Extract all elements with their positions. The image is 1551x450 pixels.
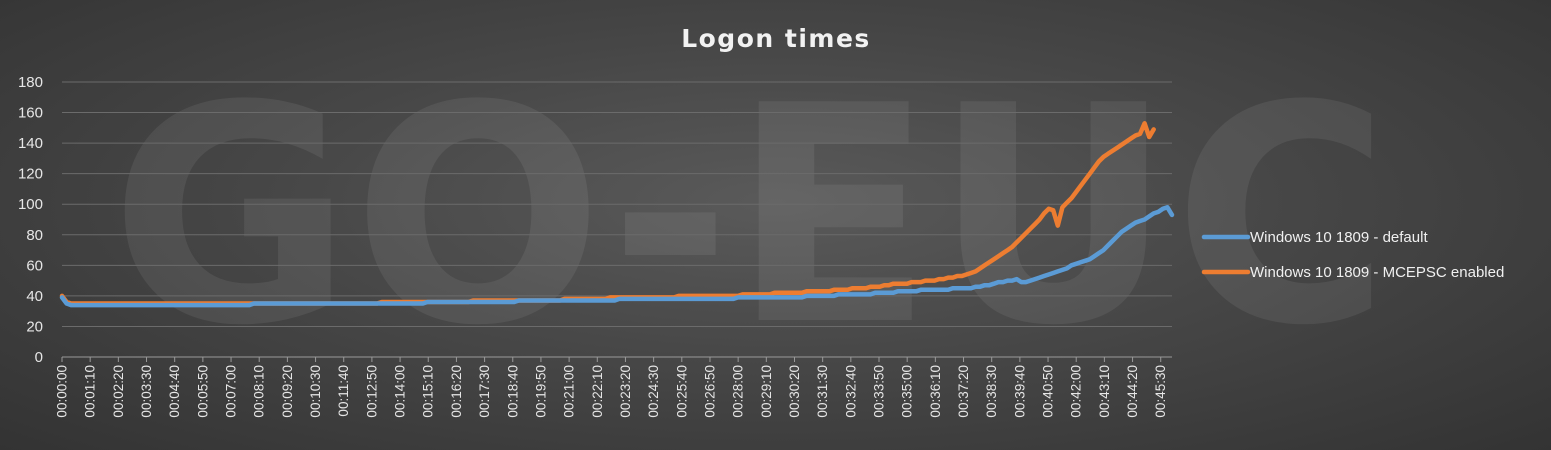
x-tick-label: 00:37:20 <box>956 365 971 418</box>
x-tick-label: 00:15:10 <box>421 365 436 418</box>
x-tick-label: 00:05:50 <box>195 365 210 418</box>
x-tick-label: 00:01:10 <box>83 365 98 418</box>
y-tick-label: 100 <box>18 196 43 213</box>
x-tick-label: 00:26:50 <box>702 365 717 418</box>
x-tick-label: 00:17:30 <box>477 365 492 418</box>
y-tick-label: 40 <box>26 288 43 305</box>
x-tick-label: 00:32:40 <box>843 365 858 418</box>
y-tick-label: 140 <box>18 135 43 152</box>
x-tick-label: 00:33:50 <box>872 365 887 418</box>
x-tick-label: 00:14:00 <box>393 365 408 418</box>
x-tick-label: 00:19:50 <box>533 365 548 418</box>
x-tick-label: 00:43:10 <box>1097 365 1112 418</box>
legend-label-1: Windows 10 1809 - MCEPSC enabled <box>1250 264 1504 281</box>
x-tick-label: 00:35:00 <box>900 365 915 418</box>
x-tick-label: 00:03:30 <box>139 365 154 418</box>
x-tick-label: 00:07:00 <box>224 365 239 418</box>
x-tick-label: 00:08:10 <box>252 365 267 418</box>
y-tick-label: 160 <box>18 105 43 122</box>
y-tick-label: 0 <box>35 349 43 366</box>
x-tick-label: 00:02:20 <box>111 365 126 418</box>
gridlines <box>62 81 1172 358</box>
x-tick-label: 00:44:20 <box>1125 365 1140 418</box>
x-tick-label: 00:10:30 <box>308 365 323 418</box>
x-tick-label: 00:42:00 <box>1069 365 1084 418</box>
x-tick-label: 00:36:10 <box>928 365 943 418</box>
x-tick-label: 00:39:40 <box>1012 365 1027 418</box>
y-tick-label: 180 <box>18 74 43 91</box>
x-tick-label: 00:21:00 <box>562 365 577 418</box>
legend-label-0: Windows 10 1809 - default <box>1250 229 1428 246</box>
chart-title: Logon times <box>681 24 871 53</box>
y-tick-label: 80 <box>26 227 43 244</box>
y-axis: 0 20 40 60 80 100 120 140 160 180 <box>18 74 43 366</box>
y-tick-label: 120 <box>18 166 43 183</box>
x-tick-label: 00:04:40 <box>167 365 182 418</box>
x-tick-label: 00:09:20 <box>280 365 295 418</box>
legend: Windows 10 1809 - default Windows 10 1809… <box>1201 229 1504 281</box>
x-tick-label: 00:25:40 <box>674 365 689 418</box>
series-lines <box>59 121 1175 308</box>
x-tick-label: 00:22:10 <box>590 365 605 418</box>
x-tick-label: 00:11:40 <box>336 365 351 417</box>
x-tick-label: 00:31:30 <box>815 365 830 418</box>
x-tick-label: 00:30:20 <box>787 365 802 418</box>
x-tick-label: 00:28:00 <box>731 365 746 418</box>
x-tick-label: 00:18:40 <box>505 365 520 418</box>
x-tick-label: 00:38:30 <box>984 365 999 418</box>
watermark: GO-EUC <box>110 42 1390 391</box>
x-tick-label: 00:23:20 <box>618 365 633 418</box>
x-tick-label: 00:24:30 <box>646 365 661 418</box>
x-tick-label: 00:45:30 <box>1153 365 1168 418</box>
x-tick-label: 00:40:50 <box>1041 365 1056 418</box>
x-axis: 00:00:00 00:01:10 00:02:20 00:03:30 00:04:40… <box>55 357 1168 418</box>
x-tick-label: 00:29:10 <box>759 365 774 418</box>
x-tick-label: 00:16:20 <box>449 365 464 418</box>
y-tick-label: 20 <box>26 318 43 335</box>
series-line-0 <box>59 205 1175 308</box>
x-tick-label: 00:12:50 <box>364 365 379 418</box>
y-tick-label: 60 <box>26 257 43 274</box>
x-tick-label: 00:00:00 <box>55 365 70 418</box>
